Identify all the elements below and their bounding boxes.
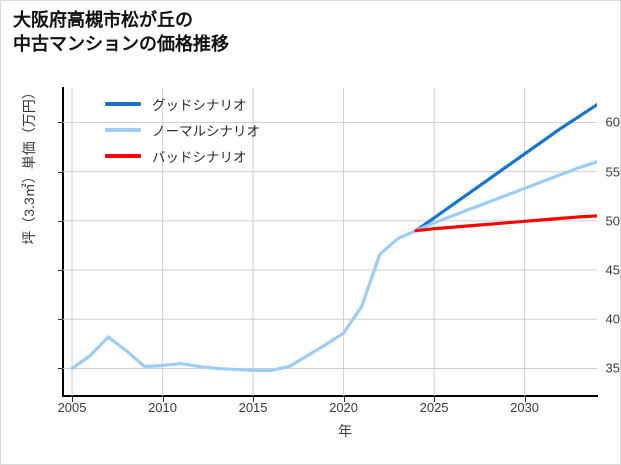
y-axis-line (62, 87, 64, 397)
y-tick-mark (58, 171, 63, 173)
legend-label-bad: バッドシナリオ (152, 150, 247, 165)
legend-item-good[interactable]: グッドシナリオ (105, 91, 305, 117)
legend-label-normal: ノーマルシナリオ (152, 124, 260, 139)
y-tick-label: 35 (605, 360, 620, 376)
y-tick-label: 45 (605, 262, 620, 278)
y-tick-label: 40 (605, 311, 620, 327)
legend-swatch-bad (105, 154, 141, 158)
legend-swatch-normal (105, 128, 141, 132)
x-axis-label: 年 (338, 423, 352, 439)
chart-title: 大阪府高槻市松が丘の 中古マンションの価格推移 (13, 10, 229, 54)
x-tick-mark (524, 397, 526, 402)
x-tick-label: 2020 (329, 400, 359, 415)
legend-swatch-good (105, 102, 141, 106)
y-tick-mark (58, 122, 63, 124)
x-axis-line (62, 395, 598, 397)
y-tick-mark (58, 319, 63, 321)
x-tick-mark (162, 397, 164, 402)
x-tick-label: 2010 (148, 400, 177, 415)
x-tick-label: 2025 (419, 400, 449, 415)
y-tick-label: 60 (605, 114, 620, 130)
x-tick-mark (434, 397, 436, 402)
chart-legend: グッドシナリオ ノーマルシナリオ バッドシナリオ (105, 91, 305, 169)
plot-area (63, 88, 597, 396)
legend-label-good: グッドシナリオ (152, 98, 247, 113)
x-tick-mark (72, 397, 74, 402)
y-tick-mark (58, 368, 63, 370)
series-lines (70, 103, 597, 373)
x-tick-mark (343, 397, 345, 402)
x-tick-label: 2015 (238, 400, 268, 415)
y-tick-mark (58, 220, 63, 222)
legend-item-bad[interactable]: バッドシナリオ (105, 143, 305, 169)
legend-item-normal[interactable]: ノーマルシナリオ (105, 117, 305, 143)
y-tick-mark (58, 270, 63, 272)
y-tick-label: 55 (605, 164, 620, 180)
y-axis-label: 坪（3.3㎡）単価（万円） (21, 85, 37, 245)
y-tick-label: 50 (605, 213, 620, 229)
series-line (70, 160, 597, 373)
plot-svg (63, 88, 597, 396)
x-tick-label: 2030 (510, 400, 540, 415)
series-line (414, 103, 597, 233)
series-line (414, 214, 597, 233)
x-tick-mark (253, 397, 255, 402)
x-tick-label: 2005 (57, 400, 87, 415)
gridlines (63, 88, 597, 396)
